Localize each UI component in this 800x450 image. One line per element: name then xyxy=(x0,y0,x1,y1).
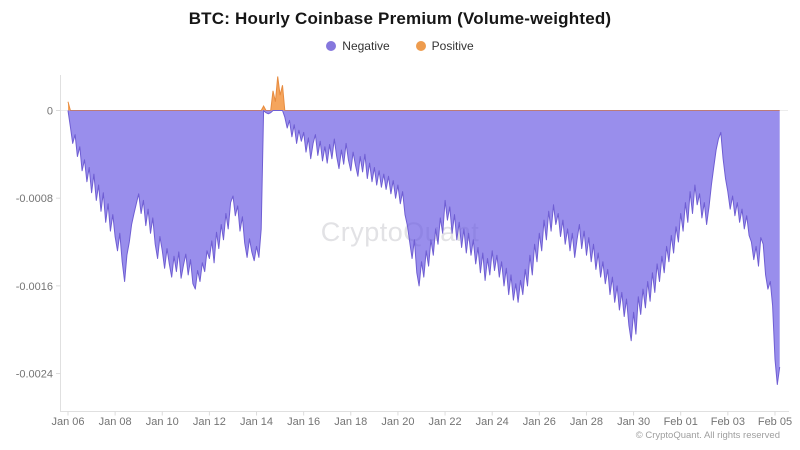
y-tick-label: -0.0008 xyxy=(16,193,53,205)
positive-line-series xyxy=(67,76,780,111)
x-tick-label: Jan 10 xyxy=(146,416,179,428)
positive-swatch-icon xyxy=(415,41,426,51)
x-tick-label: Jan 22 xyxy=(429,416,462,428)
x-tick-label: Feb 03 xyxy=(711,416,745,428)
x-tick-label: Jan 20 xyxy=(381,416,414,428)
x-tick-label: Jan 26 xyxy=(523,416,556,428)
page-title: BTC: Hourly Coinbase Premium (Volume-wei… xyxy=(188,9,612,28)
negative-line-series xyxy=(67,110,781,385)
x-tick-label: Jan 12 xyxy=(193,416,226,428)
x-tick-label: Jan 06 xyxy=(51,416,84,428)
positive-area-series xyxy=(68,76,780,111)
legend-label-positive: Positive xyxy=(431,39,474,53)
x-tick-label: Jan 30 xyxy=(617,416,650,428)
legend-item-negative[interactable]: Negative xyxy=(326,39,390,53)
y-tick-label: -0.0016 xyxy=(16,281,53,293)
x-tick-label: Jan 16 xyxy=(287,416,320,428)
copyright-text: © CryptoQuant. All rights reserved xyxy=(635,430,780,441)
legend-item-positive[interactable]: Positive xyxy=(415,39,474,53)
negative-swatch-icon xyxy=(326,41,337,51)
y-tick-label: -0.0024 xyxy=(16,369,53,381)
chart-legend: Negative Positive xyxy=(0,39,800,53)
x-tick-label: Jan 24 xyxy=(476,416,509,428)
x-tick-label: Jan 08 xyxy=(99,416,132,428)
x-tick-label: Jan 18 xyxy=(334,416,367,428)
y-tick-label: 0 xyxy=(47,106,53,118)
x-tick-label: Feb 05 xyxy=(758,416,792,428)
negative-area-series xyxy=(68,110,780,385)
x-tick-label: Feb 01 xyxy=(664,416,698,428)
legend-label-negative: Negative xyxy=(342,39,390,53)
x-tick-label: Jan 28 xyxy=(570,416,603,428)
x-tick-label: Jan 14 xyxy=(240,416,273,428)
